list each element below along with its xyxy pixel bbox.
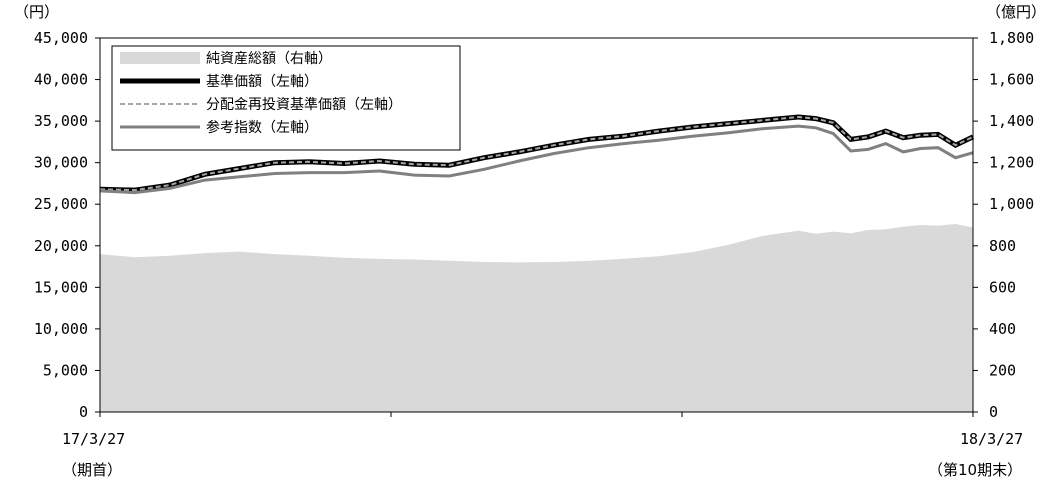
left-axis-tick-label: 25,000 (34, 195, 88, 213)
right-axis-tick-label: 1,000 (989, 195, 1034, 213)
left-axis-tick-label: 20,000 (34, 237, 88, 255)
series-area-net-assets (100, 224, 973, 412)
legend-label: 基準価額（左軸） (206, 73, 318, 90)
left-axis-tick-label: 30,000 (34, 154, 88, 172)
left-axis-tick-label: 45,000 (34, 29, 88, 47)
right-axis-tick-label: 400 (989, 320, 1016, 338)
x-start-note: （期首） (62, 461, 122, 479)
left-axis-tick-label: 40,000 (34, 71, 88, 89)
right-axis-tick-label: 0 (989, 403, 998, 421)
x-end-note: （第10期末） (928, 461, 1022, 479)
left-axis-tick-label: 10,000 (34, 320, 88, 338)
series-line-reinvested-nav (99, 115, 974, 192)
plot-area: 0 0 5,000 200 10,000 400 15,000 600 20,000 800 25,… (34, 29, 1034, 421)
x-start-date: 17/3/27 (62, 430, 125, 448)
legend-label: 純資産総額（右軸） (206, 51, 332, 67)
legend-label: 参考指数（左軸） (206, 119, 318, 136)
right-axis-tick-label: 1,400 (989, 112, 1034, 130)
right-axis-tick-label: 1,200 (989, 154, 1034, 172)
right-axis-tick-label: 600 (989, 278, 1016, 296)
left-axis-tick-label: 0 (79, 403, 88, 421)
legend-swatch-net-assets (120, 52, 200, 64)
right-axis-tick-label: 1,600 (989, 71, 1034, 89)
left-axis-tick-label: 5,000 (43, 361, 88, 379)
right-axis-tick-label: 1,800 (989, 29, 1034, 47)
left-axis-tick-label: 35,000 (34, 112, 88, 130)
right-axis-tick-label: 800 (989, 237, 1016, 255)
series-line-reference-index (99, 124, 974, 195)
plot-frame (99, 37, 974, 413)
legend: 純資産総額（右軸） 基準価額（左軸） 分配金再投資基準価額（左軸） 参考指数（左軸） (111, 45, 461, 151)
x-end-date: 18/3/27 (960, 430, 1023, 448)
right-axis-unit: （億円） (986, 3, 1046, 21)
legend-label: 分配金再投資基準価額（左軸） (206, 96, 402, 113)
left-axis-unit: （円） (14, 3, 59, 21)
right-axis-tick-label: 200 (989, 361, 1016, 379)
left-axis-tick-label: 15,000 (34, 278, 88, 296)
